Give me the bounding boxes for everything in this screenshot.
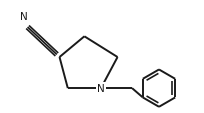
Text: N: N (97, 83, 105, 93)
Text: N: N (20, 12, 28, 22)
